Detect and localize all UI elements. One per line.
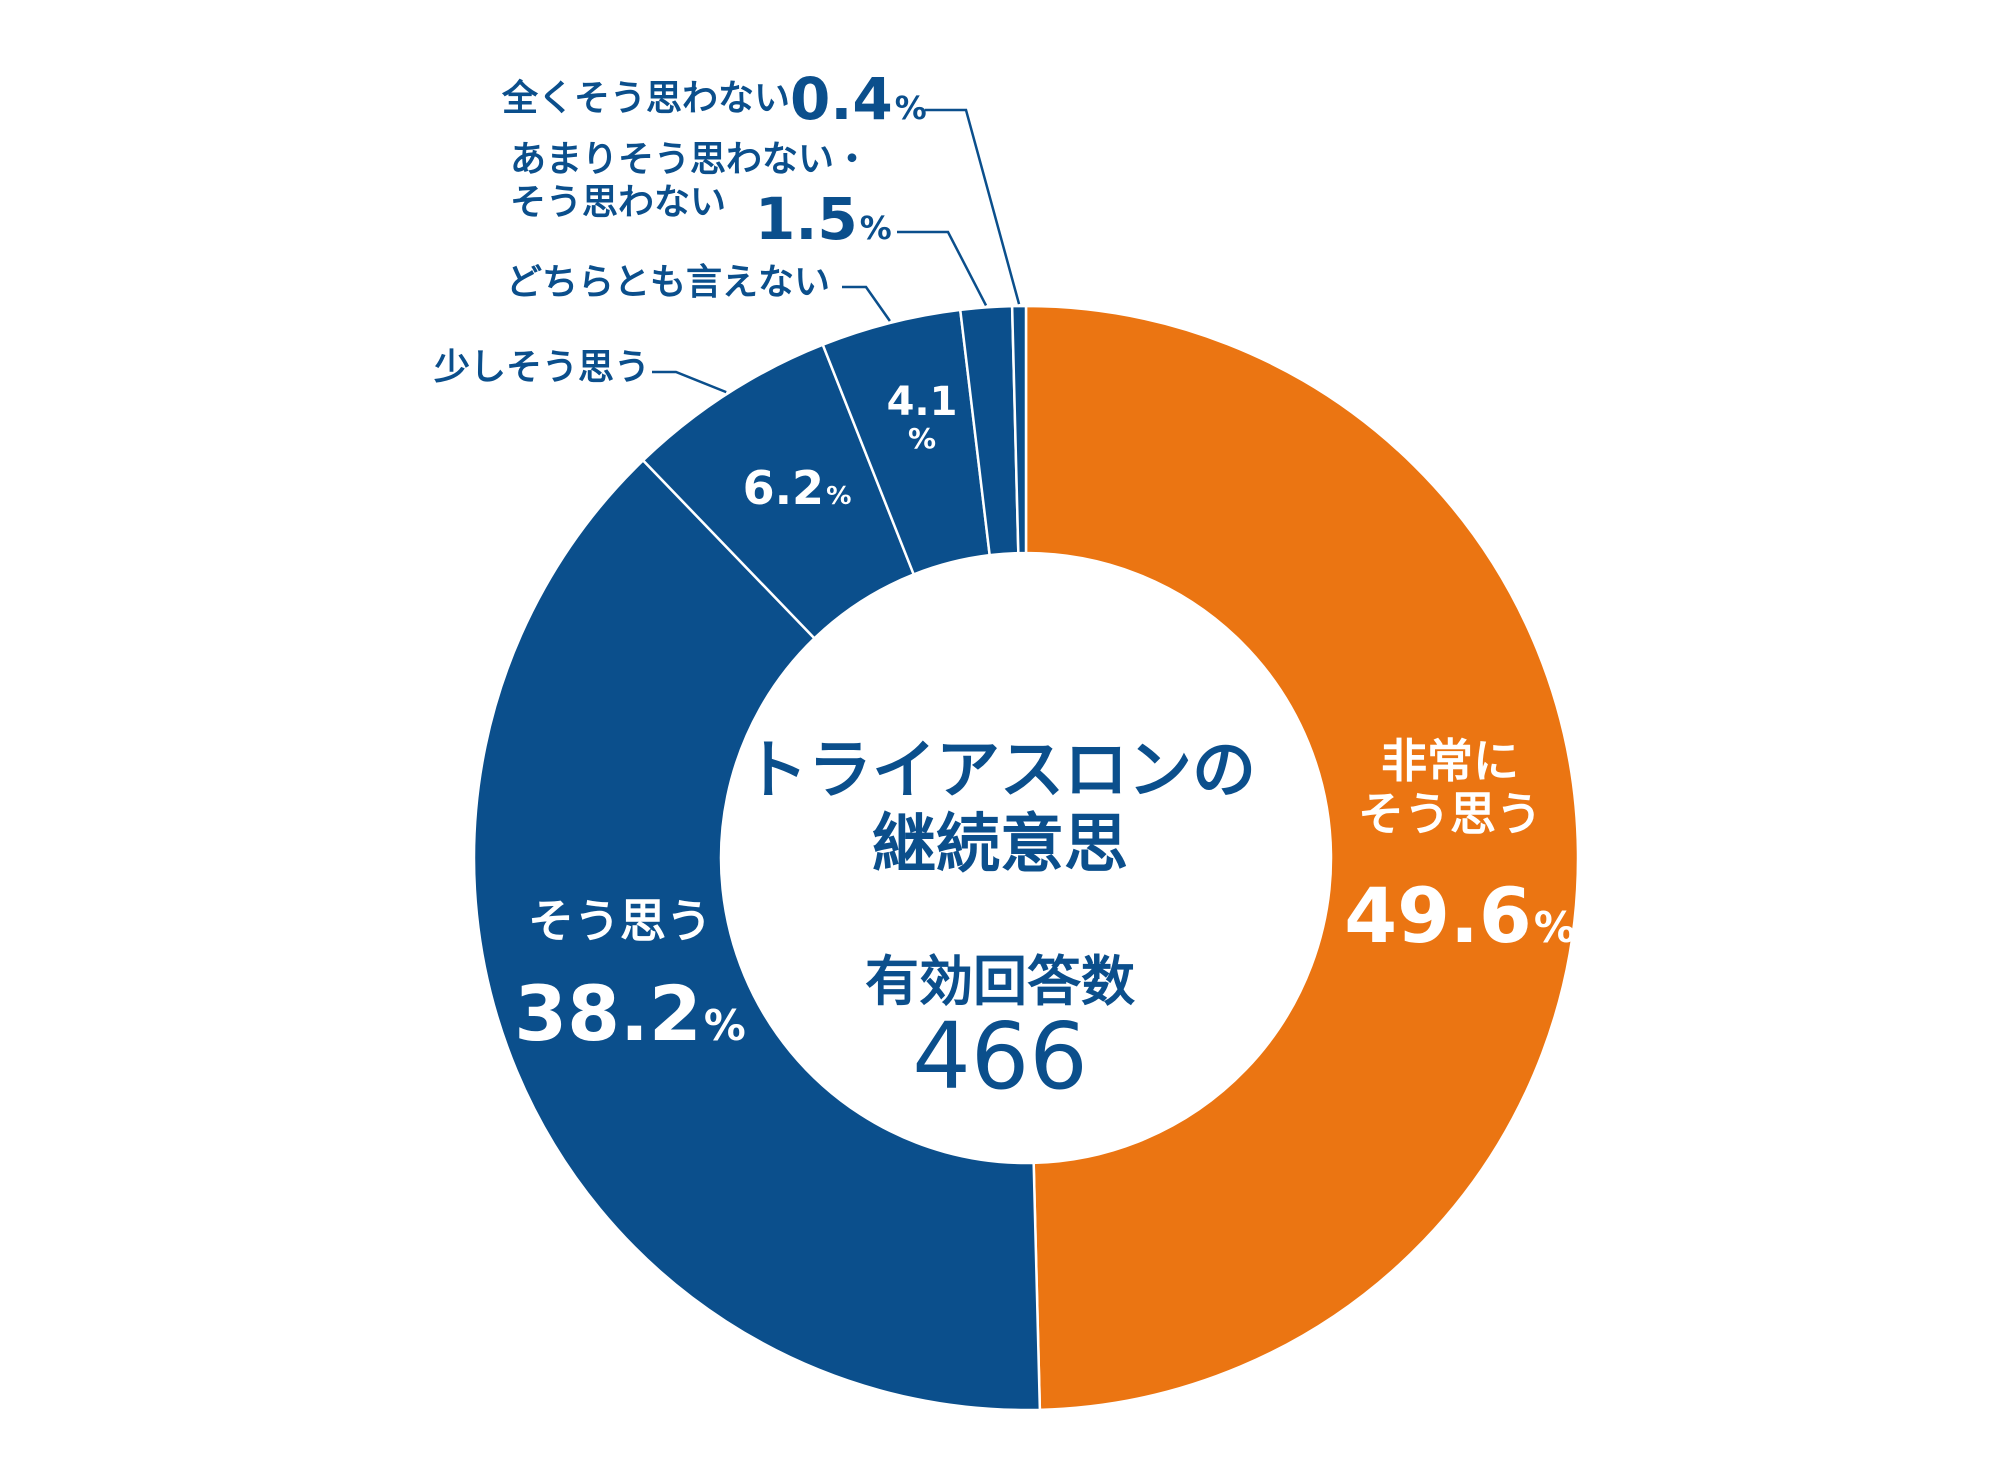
slice-value-agree: 38.2% (510, 970, 750, 1057)
slice-value-not-much-unit: % (859, 209, 892, 247)
center-subtitle: 有効回答数 (865, 950, 1135, 1013)
leader-line-not-much (897, 230, 988, 307)
slice-value-not-at-all-number: 0.4 (790, 65, 893, 133)
slice-value-neutral-unit: % (907, 422, 937, 455)
slice-label-neutral: どちらとも言えない (505, 262, 830, 303)
slice-label-agree: そう思う (528, 894, 712, 948)
slice-value-very-much-unit: % (1533, 903, 1576, 952)
slice-value-somewhat: 6.2% (722, 462, 872, 515)
slice-label-very-much-line-1: 非常に (1381, 734, 1519, 788)
slice-value-not-much-number: 1.5 (755, 185, 858, 253)
slice-value-neutral-number: 4.1 (886, 379, 958, 425)
slice-value-somewhat-unit: % (826, 481, 852, 510)
leader-line-not-at-all (925, 108, 1021, 305)
slice-value-very-much-number: 49.6 (1344, 871, 1532, 960)
center-title-line-2: 継続意思 (872, 807, 1128, 882)
slice-label-somewhat: 少しそう思う (433, 347, 650, 388)
donut-slices (472, 304, 1580, 1412)
slice-label-not-much-line-2: そう思わない (510, 182, 727, 224)
center-title-line-1: トライアスロンの (744, 734, 1256, 808)
donut-slice-agree (472, 458, 1042, 1412)
slice-value-not-at-all-unit: % (894, 89, 927, 127)
slice-value-agree-unit: % (703, 1001, 746, 1050)
center-value: 466 (912, 1003, 1088, 1110)
slice-label-not-much-line-1: あまりそう思わない・ (510, 139, 871, 180)
slice-label-very-much-line-2: そう思う (1358, 786, 1542, 841)
slice-value-not-much: 1.5% (755, 186, 895, 253)
slice-label-not-much: あまりそう思わない・ そう思わない (420, 138, 871, 224)
leader-lines (652, 108, 1021, 394)
donut-slice-very-much (1024, 304, 1580, 1412)
slice-label-not-at-all: 全くそう思わない (501, 78, 790, 119)
slice-value-not-at-all: 0.4% (790, 66, 940, 133)
slice-value-neutral: 4.1 % (880, 380, 964, 455)
leader-line-somewhat (652, 370, 727, 394)
center-title: トライアスロンの 継続意思 (730, 734, 1270, 882)
donut-slice-not-at-all (1010, 304, 1028, 555)
slice-value-somewhat-number: 6.2 (742, 461, 825, 515)
slice-value-agree-number: 38.2 (514, 969, 702, 1058)
slice-value-very-much: 49.6% (1340, 872, 1580, 959)
slice-label-very-much: 非常に そう思う (1340, 735, 1560, 841)
leader-line-neutral (842, 285, 891, 322)
